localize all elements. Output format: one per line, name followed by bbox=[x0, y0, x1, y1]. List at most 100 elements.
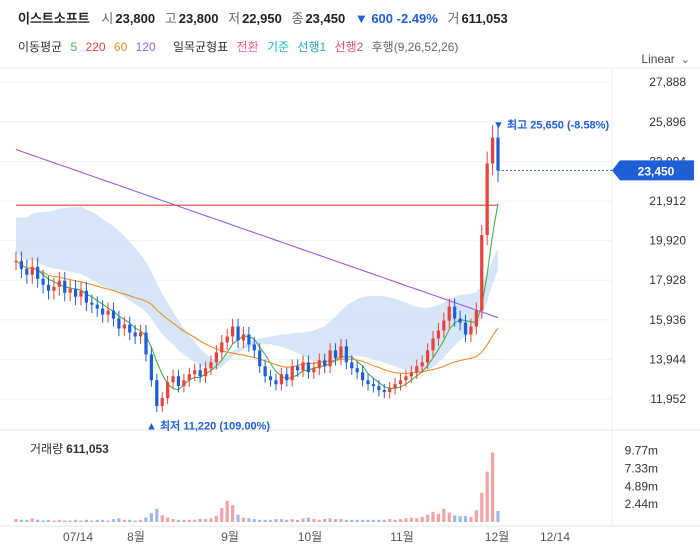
candle-body bbox=[306, 362, 311, 373]
volume-bar bbox=[149, 513, 154, 522]
candle-body bbox=[382, 390, 386, 393]
candle-body bbox=[463, 322, 468, 335]
candle-body bbox=[469, 326, 473, 335]
volume-bar bbox=[166, 517, 170, 522]
volume-bar bbox=[25, 519, 29, 522]
volume-bar bbox=[252, 519, 256, 522]
volume-bar bbox=[409, 517, 413, 522]
volume-bar bbox=[415, 518, 419, 522]
candle-body bbox=[323, 360, 327, 367]
volume-bar bbox=[447, 512, 451, 522]
close-value: 23,450 bbox=[305, 11, 346, 26]
volume-bar bbox=[463, 516, 468, 522]
stock-header: 이스트소프트 시 23,800 고 23,800 저 22,950 종 23,450 ▼… bbox=[18, 8, 514, 27]
volume-tick-label: 7.33m bbox=[625, 461, 658, 475]
volume-pane-value: 611,053 bbox=[66, 442, 109, 456]
candle-body bbox=[101, 308, 105, 315]
candle-body bbox=[442, 320, 446, 331]
x-tick-label: 12월 bbox=[485, 530, 509, 544]
price-tick-label: 21,912 bbox=[649, 194, 686, 208]
volume-bar bbox=[138, 519, 143, 522]
candle-body bbox=[333, 350, 338, 359]
volume-bar bbox=[182, 519, 186, 522]
candle-body bbox=[453, 306, 457, 319]
volume-bar bbox=[187, 519, 191, 522]
x-tick-label: 10월 bbox=[298, 530, 322, 544]
volume-bar bbox=[231, 505, 235, 522]
candle-body bbox=[490, 137, 495, 164]
volume-bar bbox=[95, 519, 99, 522]
candle-body bbox=[344, 346, 348, 363]
volume-bar bbox=[14, 519, 18, 522]
volume-bar bbox=[57, 519, 61, 522]
candle-body bbox=[220, 342, 224, 353]
change-value: 600 bbox=[371, 11, 394, 26]
candle-body bbox=[46, 284, 51, 291]
candle-body bbox=[328, 350, 332, 367]
x-tick-label: 12/14 bbox=[540, 530, 570, 544]
volume-bar bbox=[106, 520, 110, 522]
price-tick-label: 19,920 bbox=[649, 234, 686, 248]
lagging-legend: 후행(9,26,52,26) bbox=[371, 40, 459, 54]
volume-bar bbox=[220, 508, 224, 522]
volume-bar bbox=[133, 520, 137, 522]
candle-body bbox=[160, 398, 164, 407]
candle-body bbox=[241, 334, 246, 341]
candle-body bbox=[155, 380, 159, 407]
candle-body bbox=[231, 326, 235, 337]
volume-bar bbox=[225, 500, 229, 522]
candle-body bbox=[485, 163, 489, 236]
candle-body bbox=[128, 324, 132, 333]
volume-bar bbox=[144, 517, 148, 522]
volume-bar bbox=[73, 519, 78, 522]
x-tick-label: 11월 bbox=[390, 530, 414, 544]
candle-body bbox=[404, 376, 408, 381]
volume-bar bbox=[155, 508, 159, 522]
volume-bar bbox=[209, 518, 213, 522]
volume-bar bbox=[117, 518, 121, 522]
candle-body bbox=[285, 374, 289, 381]
candle-body bbox=[73, 288, 78, 297]
candle-body bbox=[133, 332, 137, 337]
volume-label: 거 bbox=[447, 11, 460, 26]
candle-body bbox=[355, 368, 359, 373]
ma220-legend: 220 bbox=[85, 40, 106, 54]
indicator-legend[interactable]: 이동평균 5 220 60 120 일목균형표 전환 기준 선행1 선행2 후행… bbox=[18, 38, 463, 55]
candle-body bbox=[225, 336, 229, 343]
volume-bar bbox=[453, 515, 457, 522]
price-tick-label: 11,952 bbox=[650, 392, 686, 406]
volume-bar bbox=[436, 513, 441, 522]
volume-bar bbox=[68, 520, 72, 522]
candle-body bbox=[420, 362, 424, 367]
ma5-legend: 5 bbox=[70, 40, 78, 54]
candle-body bbox=[350, 362, 354, 369]
candle-body bbox=[360, 372, 365, 381]
candle-body bbox=[79, 290, 83, 297]
current-price-tag bbox=[612, 160, 694, 181]
candle-body bbox=[458, 318, 462, 323]
x-tick-label: 8월 bbox=[127, 530, 145, 544]
volume-bar bbox=[111, 519, 116, 522]
scale-selector[interactable]: Linear ⌄ bbox=[641, 52, 690, 66]
volume-bar bbox=[328, 518, 332, 522]
volume-bar bbox=[339, 519, 343, 522]
candle-body bbox=[57, 280, 61, 287]
ma60-legend: 60 bbox=[113, 40, 128, 54]
candle-body bbox=[474, 310, 478, 327]
candle-body bbox=[268, 376, 273, 381]
conversion-legend: 전환 bbox=[236, 40, 259, 54]
candle-body bbox=[425, 350, 430, 363]
candle-body bbox=[122, 324, 126, 329]
volume-bar bbox=[398, 519, 403, 522]
volume-bar bbox=[193, 519, 197, 522]
volume-bar bbox=[496, 511, 500, 522]
volume-bar bbox=[366, 519, 370, 522]
volume-bar bbox=[480, 492, 484, 522]
candle-body bbox=[398, 380, 403, 385]
volume-bar bbox=[317, 519, 321, 522]
volume-pane-title: 거래량 bbox=[30, 442, 64, 456]
current-price-label: 23,450 bbox=[638, 164, 675, 178]
volume-bar bbox=[52, 520, 56, 522]
candle-body bbox=[68, 288, 72, 293]
